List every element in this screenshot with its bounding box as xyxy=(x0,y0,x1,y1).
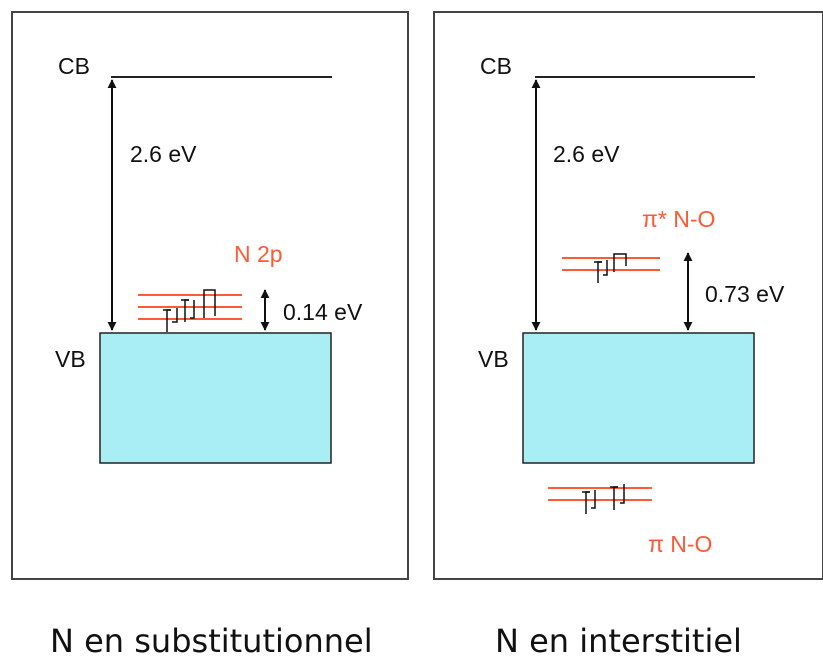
panel-frame xyxy=(433,11,823,580)
n2p-levels xyxy=(138,294,242,320)
pi-star-levels xyxy=(562,257,660,271)
caption-substitutional: N en substitutionnel xyxy=(50,622,373,660)
electron-pair-icon xyxy=(582,484,625,514)
electron-pair-icon xyxy=(163,289,216,332)
vb-label: VB xyxy=(478,346,509,372)
valence-band xyxy=(99,332,332,464)
band-gap-label: 2.6 eV xyxy=(130,141,197,167)
pi-label: π N-O xyxy=(648,531,712,557)
caption-interstitial: N en interstitiel xyxy=(495,622,742,660)
vb-label: VB xyxy=(55,346,86,372)
pi-star-label: π* N-O xyxy=(642,206,715,232)
valence-band xyxy=(522,332,755,464)
offset-label: 0.14 eV xyxy=(283,299,363,325)
n2p-label: N 2p xyxy=(234,241,283,267)
band-gap-label: 2.6 eV xyxy=(553,141,620,167)
panel-substitutional: CB VB 2.6 eV N 2p 0.14 eV N en substitut… xyxy=(11,11,409,660)
panel-frame xyxy=(11,11,409,580)
panel-interstitial: CB VB 2.6 eV π* N-O 0.73 eV xyxy=(433,11,823,660)
offset-label: 0.73 eV xyxy=(705,281,785,307)
pi-levels xyxy=(548,487,652,501)
electron-pair-icon xyxy=(594,253,627,283)
cb-label: CB xyxy=(58,53,90,79)
cb-label: CB xyxy=(480,53,512,79)
